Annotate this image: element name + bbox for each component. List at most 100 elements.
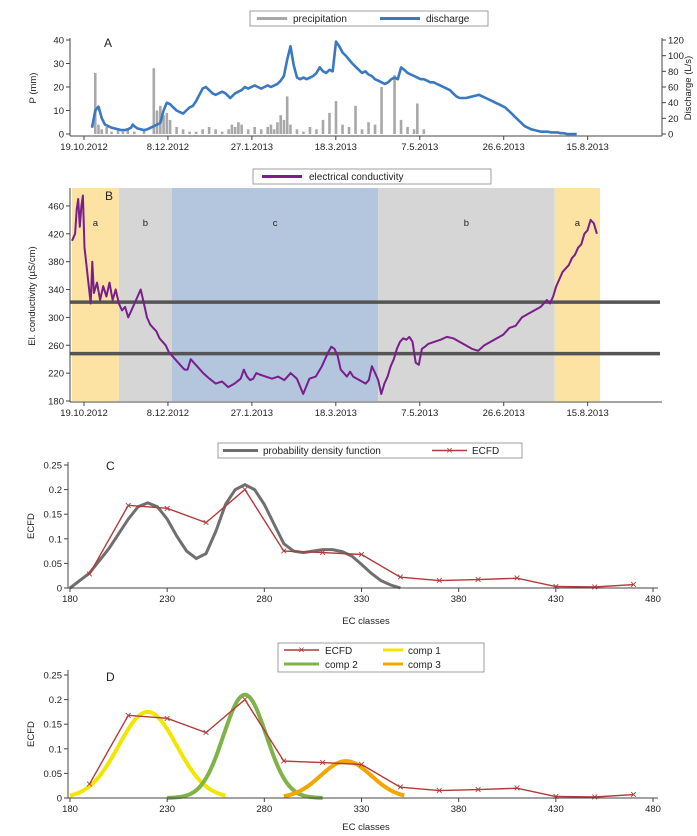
panel-a-x-tick-label: 7.5.2013 (401, 142, 438, 153)
panel-a-left-tick-label: 30 (53, 59, 64, 70)
panel-c-y-ticks: 0 0.05 0.1 0.15 0.2 0.25 (44, 461, 68, 595)
ecfd-line-c (88, 488, 634, 588)
panel-a-letter: A (104, 36, 112, 50)
panel-b-legend-box (252, 168, 492, 185)
precipitation-bar (116, 129, 120, 134)
panel-b-x-ticks: 19.10.2012 8.12.2012 27.1.2013 18.3.2013 7.5… (60, 402, 609, 419)
panel-b-y-tick-label: 380 (48, 257, 64, 268)
panel-b-letter: B (105, 189, 113, 203)
panel-c-x-tick-label: 430 (548, 594, 564, 605)
ecfd-marker: × (203, 726, 210, 740)
panel-c-legend-box (217, 442, 523, 459)
legend-label-pdf: probability density function (263, 446, 381, 457)
legend-label-ecfd-c: ECFD (472, 446, 499, 457)
precipitation-bar (279, 115, 282, 134)
ecfd-markers-c: × × × × × × × × × × × × × × × (86, 483, 637, 594)
precipitation-bar (406, 126, 409, 134)
precipitation-bar (334, 101, 338, 134)
panel-c-y-tick-label: 0.2 (49, 485, 62, 496)
panel-d-y-tick-label: 0.2 (49, 695, 62, 706)
panel-b-x-tick-label: 26.6.2013 (483, 408, 525, 419)
precipitation-bar (201, 129, 204, 134)
ecfd-marker: × (203, 516, 210, 530)
precipitation-bar (259, 129, 263, 134)
ecfd-marker: × (630, 578, 637, 592)
ecfd-marker: × (319, 756, 326, 770)
panel-a: precipitation discharge A P (mm) Dischar… (28, 10, 694, 153)
panel-d-y-axis-title: ECFD (26, 721, 37, 747)
season-band-b (118, 188, 172, 401)
panel-a-x-ticks: 19.10.2012 8.12.2012 27.1.2013 18.3.2013 7.5… (60, 136, 609, 153)
panel-d-y-tick-label: 0.1 (49, 744, 62, 755)
precipitation-bar (282, 119, 286, 134)
panel-a-right-tick-label: 120 (668, 36, 684, 47)
precipitation-bar (354, 105, 357, 134)
panel-b-y-ticks: 180 220 260 300 340 380 420 460 (48, 201, 70, 408)
panel-d-x-tick-label: 180 (62, 804, 78, 815)
precipitation-bar (269, 124, 273, 134)
ecfd-marker: × (436, 574, 443, 588)
panel-d-x-tick-label: 480 (645, 804, 661, 815)
season-band-c (171, 188, 379, 401)
precipitation-bar (100, 129, 104, 134)
precipitation-bar (152, 68, 156, 134)
precipitation-bar (162, 115, 165, 134)
precipitation-bar (422, 129, 426, 134)
precipitation-bar (194, 131, 198, 134)
panel-c-y-tick-label: 0.25 (44, 461, 63, 472)
discharge-line (90, 40, 577, 136)
ecfd-marker: × (358, 758, 365, 772)
comp1-line (69, 709, 226, 798)
season-label-a: a (93, 218, 99, 229)
panel-d-legend: × ECFD comp 1 comp 2 comp 3 (277, 642, 485, 673)
ecfd-marker: × (125, 498, 132, 512)
season-label-b: b (143, 218, 148, 229)
precipitation-bar (237, 122, 240, 134)
panel-d-y-tick-label: 0.05 (44, 769, 63, 780)
legend-label-comp3: comp 3 (408, 660, 441, 671)
panel-b-x-tick-label: 19.10.2012 (60, 408, 108, 419)
panel-d-y-tick-label: 0.25 (44, 671, 63, 682)
ecfd-marker: × (397, 570, 404, 584)
panel-c-legend: probability density function × ECFD (217, 442, 523, 459)
season-label-a: a (575, 218, 581, 229)
ecfd-marker: × (397, 780, 404, 794)
precipitation-bar (253, 126, 256, 134)
panel-c: probability density function × ECFD C ××… (26, 442, 661, 627)
ecfd-marker: × (436, 784, 443, 798)
precipitation-bar (380, 87, 383, 134)
panel-c-x-tick-label: 230 (159, 594, 175, 605)
panel-a-left-tick-label: 0 (59, 130, 64, 141)
precipitation-bar (308, 126, 312, 134)
panel-b-y-tick-label: 260 (48, 341, 64, 352)
ecfd-marker: × (552, 580, 559, 594)
season-label-c: c (273, 218, 278, 229)
precipitation-bar (416, 103, 419, 134)
precipitation-bar (233, 126, 237, 134)
panel-a-right-tick-label: 100 (668, 51, 684, 62)
panel-d-x-tick-label: 230 (159, 804, 175, 815)
legend-marker-ecfd-c: × (446, 445, 452, 457)
panel-a-left-tick-label: 20 (53, 83, 64, 94)
ecfd-marker: × (86, 777, 93, 791)
season-band-b (378, 188, 555, 401)
ecfd-marker: × (280, 544, 287, 558)
panel-b-x-tick-label: 8.12.2012 (147, 408, 189, 419)
precipitation-bar (240, 124, 243, 134)
ecfd-marker: × (280, 754, 287, 768)
panel-a-right-ticks: 0 20 40 60 80 100 120 (662, 36, 684, 141)
ecfd-marker: × (552, 790, 559, 804)
panel-d-legend-box (277, 642, 485, 673)
panel-a-right-tick-label: 40 (668, 98, 679, 109)
season-label-b: b (464, 218, 469, 229)
panel-c-x-ticks: 180 230 280 330 380 430 480 (62, 588, 661, 605)
ecfd-line-d (88, 698, 634, 798)
precipitation-bar (341, 124, 344, 134)
panel-a-x-tick-label: 19.10.2012 (60, 142, 108, 153)
ecfd-marker: × (358, 548, 365, 562)
precipitation-bar (175, 126, 178, 134)
panel-a-left-tick-label: 40 (53, 36, 64, 47)
season-band-a (554, 188, 600, 401)
precipitation-bar (132, 131, 136, 134)
